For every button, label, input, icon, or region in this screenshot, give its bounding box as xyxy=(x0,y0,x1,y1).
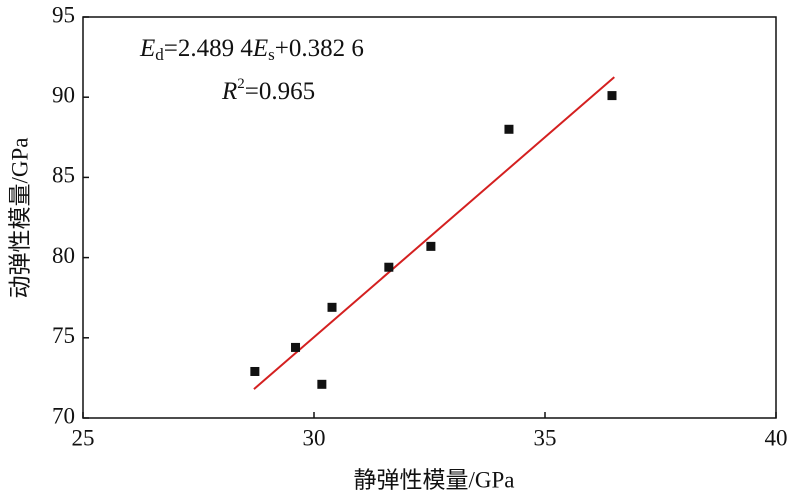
x-axis-label: 静弹性模量/GPa xyxy=(354,467,515,492)
point xyxy=(384,262,394,272)
y-tick-label: 85 xyxy=(52,163,75,188)
y-tick-label: 90 xyxy=(52,82,75,107)
r-squared: R2=0.965 xyxy=(221,76,315,104)
fit-line xyxy=(253,76,615,390)
point xyxy=(426,241,436,251)
y-tick-label: 70 xyxy=(52,403,75,428)
point xyxy=(327,302,337,312)
x-tick-label: 30 xyxy=(303,425,326,450)
x-tick-label: 40 xyxy=(765,425,788,450)
point xyxy=(250,366,260,376)
y-tick-label: 95 xyxy=(52,2,75,27)
x-tick-label: 25 xyxy=(72,425,95,450)
x-tick-label: 35 xyxy=(534,425,557,450)
point xyxy=(607,91,617,101)
y-tick-label: 80 xyxy=(52,243,75,268)
plot-frame xyxy=(82,16,777,419)
equation: Ed=2.489 4Es+0.382 6 xyxy=(139,35,364,64)
point xyxy=(291,342,301,352)
point xyxy=(317,379,327,389)
y-tick-label: 75 xyxy=(52,323,75,348)
y-axis-label: 动弹性模量/GPa xyxy=(7,138,32,299)
point xyxy=(504,124,514,134)
